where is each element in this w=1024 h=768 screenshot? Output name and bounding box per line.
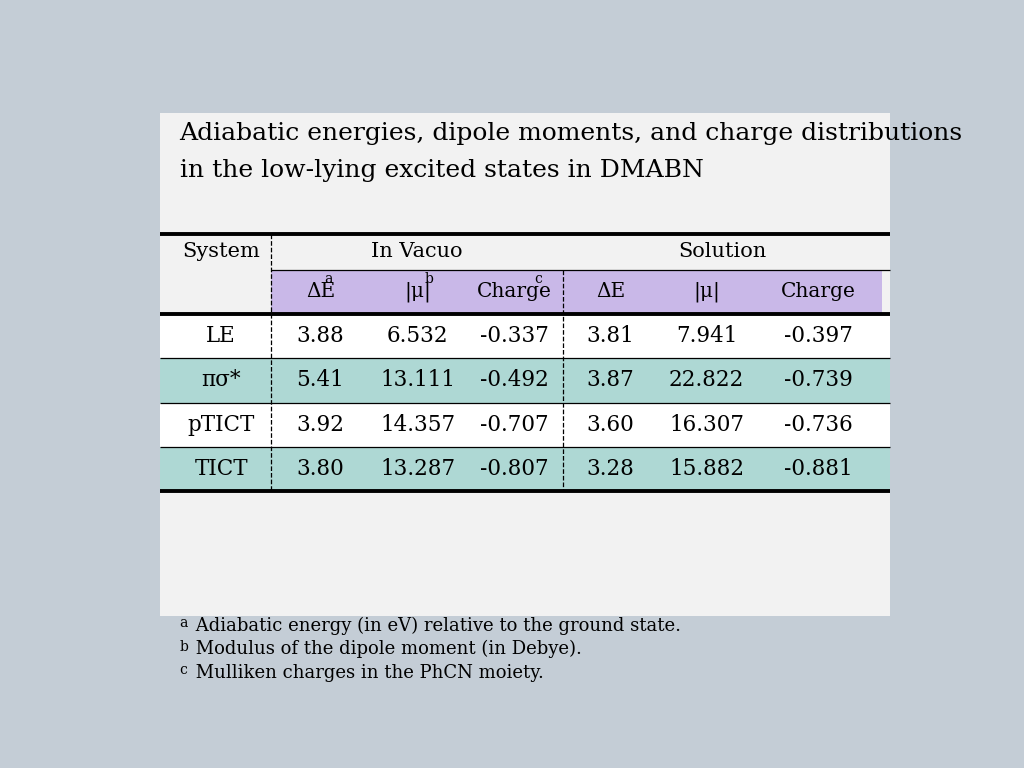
Text: -0.707: -0.707 <box>480 414 549 435</box>
FancyBboxPatch shape <box>160 447 890 492</box>
Text: In Vacuo: In Vacuo <box>371 243 463 261</box>
Text: 3.80: 3.80 <box>297 458 344 480</box>
Text: -0.739: -0.739 <box>784 369 853 392</box>
FancyBboxPatch shape <box>160 358 890 402</box>
Text: 3.87: 3.87 <box>587 369 635 392</box>
Text: |μ|: |μ| <box>404 282 431 302</box>
Text: Charge: Charge <box>476 283 552 301</box>
Text: a: a <box>179 616 188 630</box>
Text: -0.492: -0.492 <box>479 369 549 392</box>
FancyBboxPatch shape <box>160 314 890 358</box>
Text: 15.882: 15.882 <box>669 458 744 480</box>
Text: -0.736: -0.736 <box>784 414 853 435</box>
Text: c: c <box>179 664 187 677</box>
Text: 13.111: 13.111 <box>380 369 455 392</box>
Text: Adiabatic energy (in eV) relative to the ground state.: Adiabatic energy (in eV) relative to the… <box>189 617 681 634</box>
Text: 3.28: 3.28 <box>587 458 635 480</box>
Text: 3.81: 3.81 <box>587 325 635 347</box>
Text: -0.397: -0.397 <box>784 325 853 347</box>
Text: |μ|: |μ| <box>693 282 720 302</box>
Text: 6.532: 6.532 <box>387 325 449 347</box>
Text: 16.307: 16.307 <box>669 414 744 435</box>
Text: Adiabatic energies, dipole moments, and charge distributions: Adiabatic energies, dipole moments, and … <box>179 122 963 145</box>
Text: -0.807: -0.807 <box>480 458 549 480</box>
Text: 14.357: 14.357 <box>380 414 456 435</box>
FancyBboxPatch shape <box>270 270 882 314</box>
Text: ΔE: ΔE <box>306 283 335 301</box>
Text: 3.88: 3.88 <box>297 325 344 347</box>
Text: c: c <box>534 272 542 286</box>
Text: πσ*: πσ* <box>202 369 241 392</box>
Text: 3.60: 3.60 <box>587 414 635 435</box>
Text: Mulliken charges in the PhCN moiety.: Mulliken charges in the PhCN moiety. <box>189 664 544 682</box>
Text: pTICT: pTICT <box>187 414 255 435</box>
Text: in the low-lying excited states in DMABN: in the low-lying excited states in DMABN <box>179 159 703 182</box>
Text: 22.822: 22.822 <box>669 369 744 392</box>
Text: 5.41: 5.41 <box>297 369 344 392</box>
Text: -0.337: -0.337 <box>479 325 549 347</box>
FancyBboxPatch shape <box>160 113 890 615</box>
Text: TICT: TICT <box>195 458 248 480</box>
Text: ΔE: ΔE <box>596 283 625 301</box>
Text: 3.92: 3.92 <box>297 414 344 435</box>
Text: Charge: Charge <box>781 283 856 301</box>
Text: b: b <box>424 272 433 286</box>
Text: b: b <box>179 640 188 654</box>
Text: -0.881: -0.881 <box>784 458 853 480</box>
Text: 13.287: 13.287 <box>380 458 456 480</box>
Text: LE: LE <box>207 325 237 347</box>
Text: a: a <box>325 272 333 286</box>
Text: System: System <box>182 243 260 261</box>
Text: Solution: Solution <box>678 243 767 261</box>
Text: Modulus of the dipole moment (in Debye).: Modulus of the dipole moment (in Debye). <box>189 640 582 658</box>
Text: 7.941: 7.941 <box>676 325 737 347</box>
FancyBboxPatch shape <box>160 402 890 447</box>
